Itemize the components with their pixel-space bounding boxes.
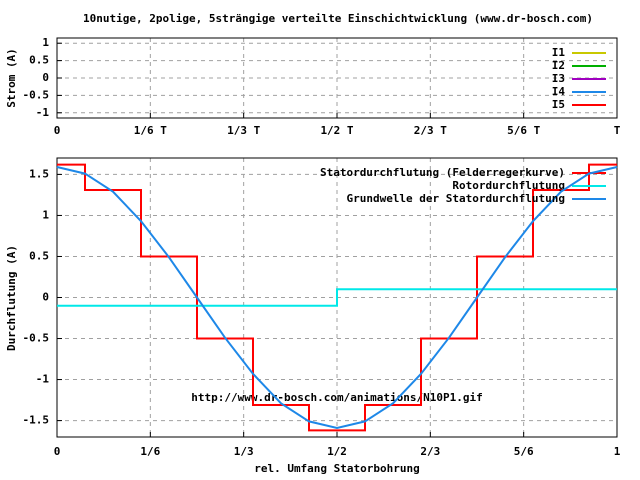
y-tick-label: 0	[42, 291, 49, 304]
x-tick-label: 1/6	[140, 445, 160, 458]
x-tick-label: 0	[54, 124, 61, 137]
series-line	[57, 288, 617, 307]
y-tick-label: 0.5	[29, 249, 49, 262]
annotation: http://www.dr-bosch.com/animations/N10P1…	[191, 391, 482, 404]
legend-label: I3	[552, 72, 565, 85]
legend-label: Statordurchflutung (Felderregerkurve)	[320, 166, 565, 179]
x-tick-label: 1/3	[234, 445, 254, 458]
legend-label: I4	[552, 85, 566, 98]
x-tick-label: 5/6	[514, 445, 534, 458]
x-tick-label: 1/2	[327, 445, 347, 458]
x-axis-label: rel. Umfang Statorbohrung	[254, 462, 420, 475]
y-axis-label: Durchflutung (A)	[5, 245, 18, 351]
y-axis-label: Strom (A)	[5, 48, 18, 108]
x-tick-label: 1	[614, 445, 621, 458]
chart-title: 10nutige, 2polige, 5strängige verteilte …	[83, 12, 593, 25]
series-line	[57, 163, 617, 432]
plot-frame	[56, 157, 618, 438]
legend-label: I2	[552, 59, 565, 72]
y-tick-label: -1	[36, 106, 50, 119]
legend-label: Grundwelle der Statordurchflutung	[346, 192, 565, 205]
y-tick-label: 1	[42, 36, 49, 49]
y-tick-label: -1.5	[23, 414, 50, 427]
x-tick-label: 1/2 T	[320, 124, 353, 137]
x-tick-label: T	[614, 124, 621, 137]
x-tick-label: 2/3	[420, 445, 440, 458]
x-tick-label: 5/6 T	[507, 124, 540, 137]
y-tick-label: 0.5	[29, 54, 49, 67]
y-tick-label: -0.5	[23, 88, 50, 101]
y-tick-label: 1	[42, 208, 49, 221]
x-tick-label: 1/3 T	[227, 124, 260, 137]
x-tick-label: 1/6 T	[134, 124, 167, 137]
y-tick-label: -0.5	[23, 332, 50, 345]
plot-frame	[56, 37, 618, 119]
legend-label: I1	[552, 46, 566, 59]
legend-label: I5	[552, 98, 565, 111]
x-tick-label: 2/3 T	[414, 124, 447, 137]
y-tick-label: 1.5	[29, 167, 49, 180]
y-tick-label: -1	[36, 373, 50, 386]
y-tick-label: 0	[42, 71, 49, 84]
series-line	[56, 166, 618, 430]
x-tick-label: 0	[54, 445, 61, 458]
legend-label: Rotordurchflutung	[452, 179, 565, 192]
